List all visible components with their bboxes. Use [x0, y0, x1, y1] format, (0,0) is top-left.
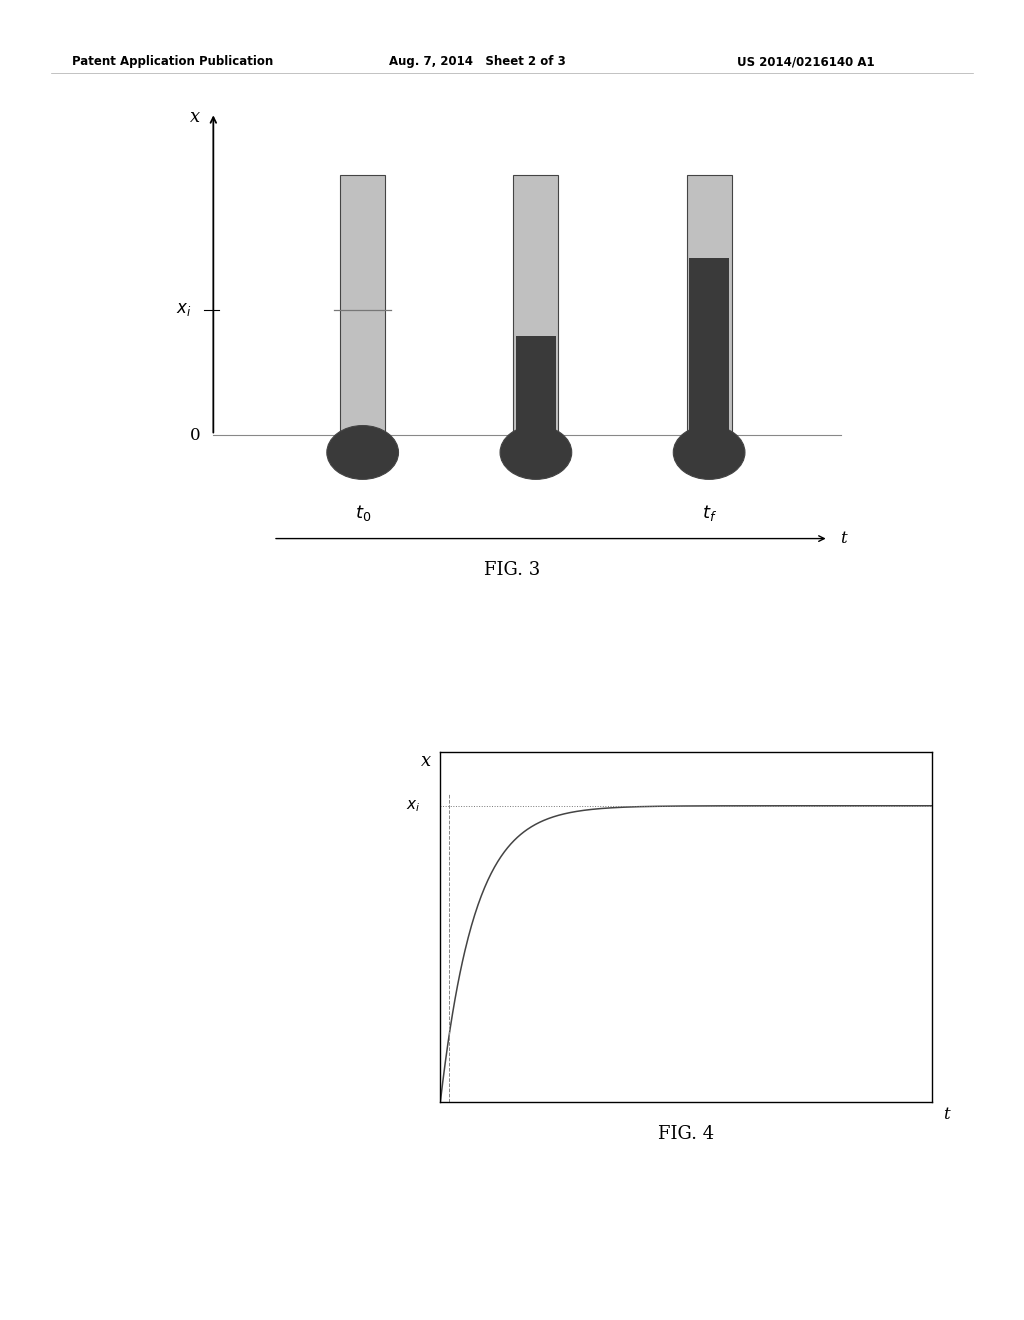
Text: $x_i$: $x_i$: [407, 797, 421, 813]
Text: FIG. 4: FIG. 4: [658, 1125, 714, 1143]
Text: t: t: [943, 1106, 950, 1122]
Text: Aug. 7, 2014   Sheet 2 of 3: Aug. 7, 2014 Sheet 2 of 3: [389, 55, 566, 69]
Text: $t_f$: $t_f$: [701, 503, 717, 523]
Bar: [513, 176, 558, 436]
Text: x: x: [421, 752, 431, 771]
Bar: [687, 176, 731, 436]
Text: Patent Application Publication: Patent Application Publication: [72, 55, 273, 69]
Circle shape: [500, 425, 571, 479]
Text: $t_0$: $t_0$: [354, 503, 371, 523]
Text: $x_i$: $x_i$: [176, 301, 191, 318]
Text: FIG. 3: FIG. 3: [484, 561, 540, 579]
Text: US 2014/0216140 A1: US 2014/0216140 A1: [737, 55, 874, 69]
Bar: [689, 257, 729, 434]
Text: x: x: [190, 108, 201, 125]
Text: 0: 0: [190, 426, 201, 444]
Circle shape: [327, 425, 398, 479]
Circle shape: [674, 425, 745, 479]
Text: t: t: [841, 531, 847, 546]
Bar: [340, 176, 385, 436]
Bar: [516, 335, 556, 434]
